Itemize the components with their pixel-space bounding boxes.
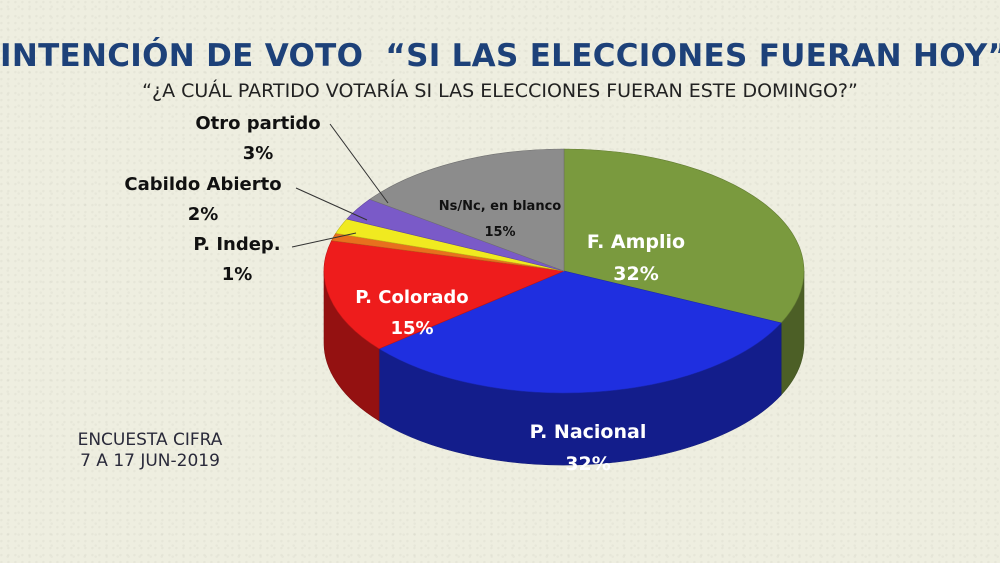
slice-value-p-colorado: 15% bbox=[390, 318, 433, 339]
leader-line-cabildo-abierto bbox=[295, 187, 368, 221]
source-note: ENCUESTA CIFRA 7 A 17 JUN-2019 bbox=[40, 430, 260, 472]
slice-label-cabildo-abierto: Cabildo Abierto bbox=[124, 174, 281, 195]
slice-label-ns-nc-en-blanco: Ns/Nc, en blanco bbox=[439, 199, 562, 214]
slice-value-ns-nc-en-blanco: 15% bbox=[484, 225, 515, 240]
slice-label-p-colorado: P. Colorado bbox=[355, 287, 468, 308]
source-line-2: 7 A 17 JUN-2019 bbox=[80, 451, 220, 471]
chart-title: INTENCIÓN DE VOTO “SI LAS ELECCIONES FUE… bbox=[0, 38, 1000, 74]
slice-label-p-indep: P. Indep. bbox=[193, 234, 280, 255]
pie-labels: F. Amplio 32% P. Nacional 32% P. Colorado 15%… bbox=[124, 113, 685, 475]
slice-value-f-amplio: 32% bbox=[613, 263, 658, 285]
slice-label-otro-partido: Otro partido bbox=[195, 113, 320, 134]
pie-slice-ns-nc-en-blanco bbox=[369, 148, 565, 272]
source-line-1: ENCUESTA CIFRA bbox=[77, 430, 223, 450]
slice-value-p-indep: 1% bbox=[222, 264, 253, 285]
leader-line-otro-partido bbox=[329, 123, 389, 204]
pie-slice-p-colorado bbox=[323, 240, 566, 350]
leader-line-p-indep bbox=[291, 232, 357, 248]
pie-slice-f-amplio bbox=[563, 148, 805, 324]
slice-value-cabildo-abierto: 2% bbox=[188, 204, 219, 225]
pie-leader-lines bbox=[291, 123, 389, 248]
chart-subtitle: “¿A CUÁL PARTIDO VOTARÍA SI LAS ELECCION… bbox=[142, 80, 858, 102]
slice-value-otro-partido: 3% bbox=[243, 143, 274, 164]
pie-slice-p-nacional bbox=[378, 270, 782, 394]
pie-top-layer bbox=[323, 148, 805, 394]
pie-depth-layer bbox=[323, 270, 805, 466]
slice-value-p-nacional: 32% bbox=[565, 453, 610, 475]
slice-label-f-amplio: F. Amplio bbox=[587, 231, 685, 253]
slice-label-p-nacional: P. Nacional bbox=[530, 421, 647, 443]
